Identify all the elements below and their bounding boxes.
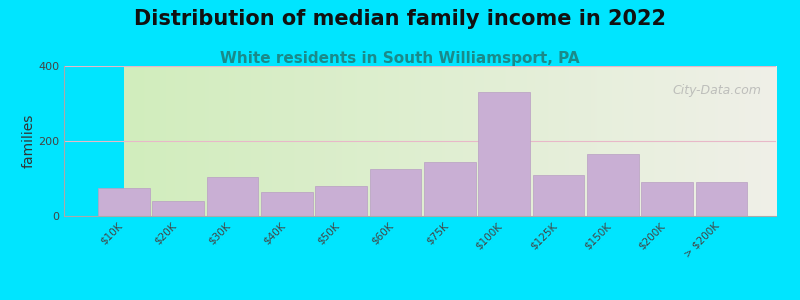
Bar [206, 177, 258, 216]
Bar [478, 92, 530, 216]
Bar [533, 175, 584, 216]
Bar [261, 192, 313, 216]
Text: Distribution of median family income in 2022: Distribution of median family income in … [134, 9, 666, 29]
Bar [587, 154, 638, 216]
Bar [370, 169, 422, 216]
Bar [642, 182, 693, 216]
Text: White residents in South Williamsport, PA: White residents in South Williamsport, P… [220, 51, 580, 66]
Bar [696, 182, 747, 216]
Bar [424, 162, 476, 216]
Bar [315, 186, 367, 216]
Bar [152, 201, 204, 216]
Bar [98, 188, 150, 216]
Text: City-Data.com: City-Data.com [673, 84, 762, 97]
Y-axis label: families: families [22, 114, 35, 168]
